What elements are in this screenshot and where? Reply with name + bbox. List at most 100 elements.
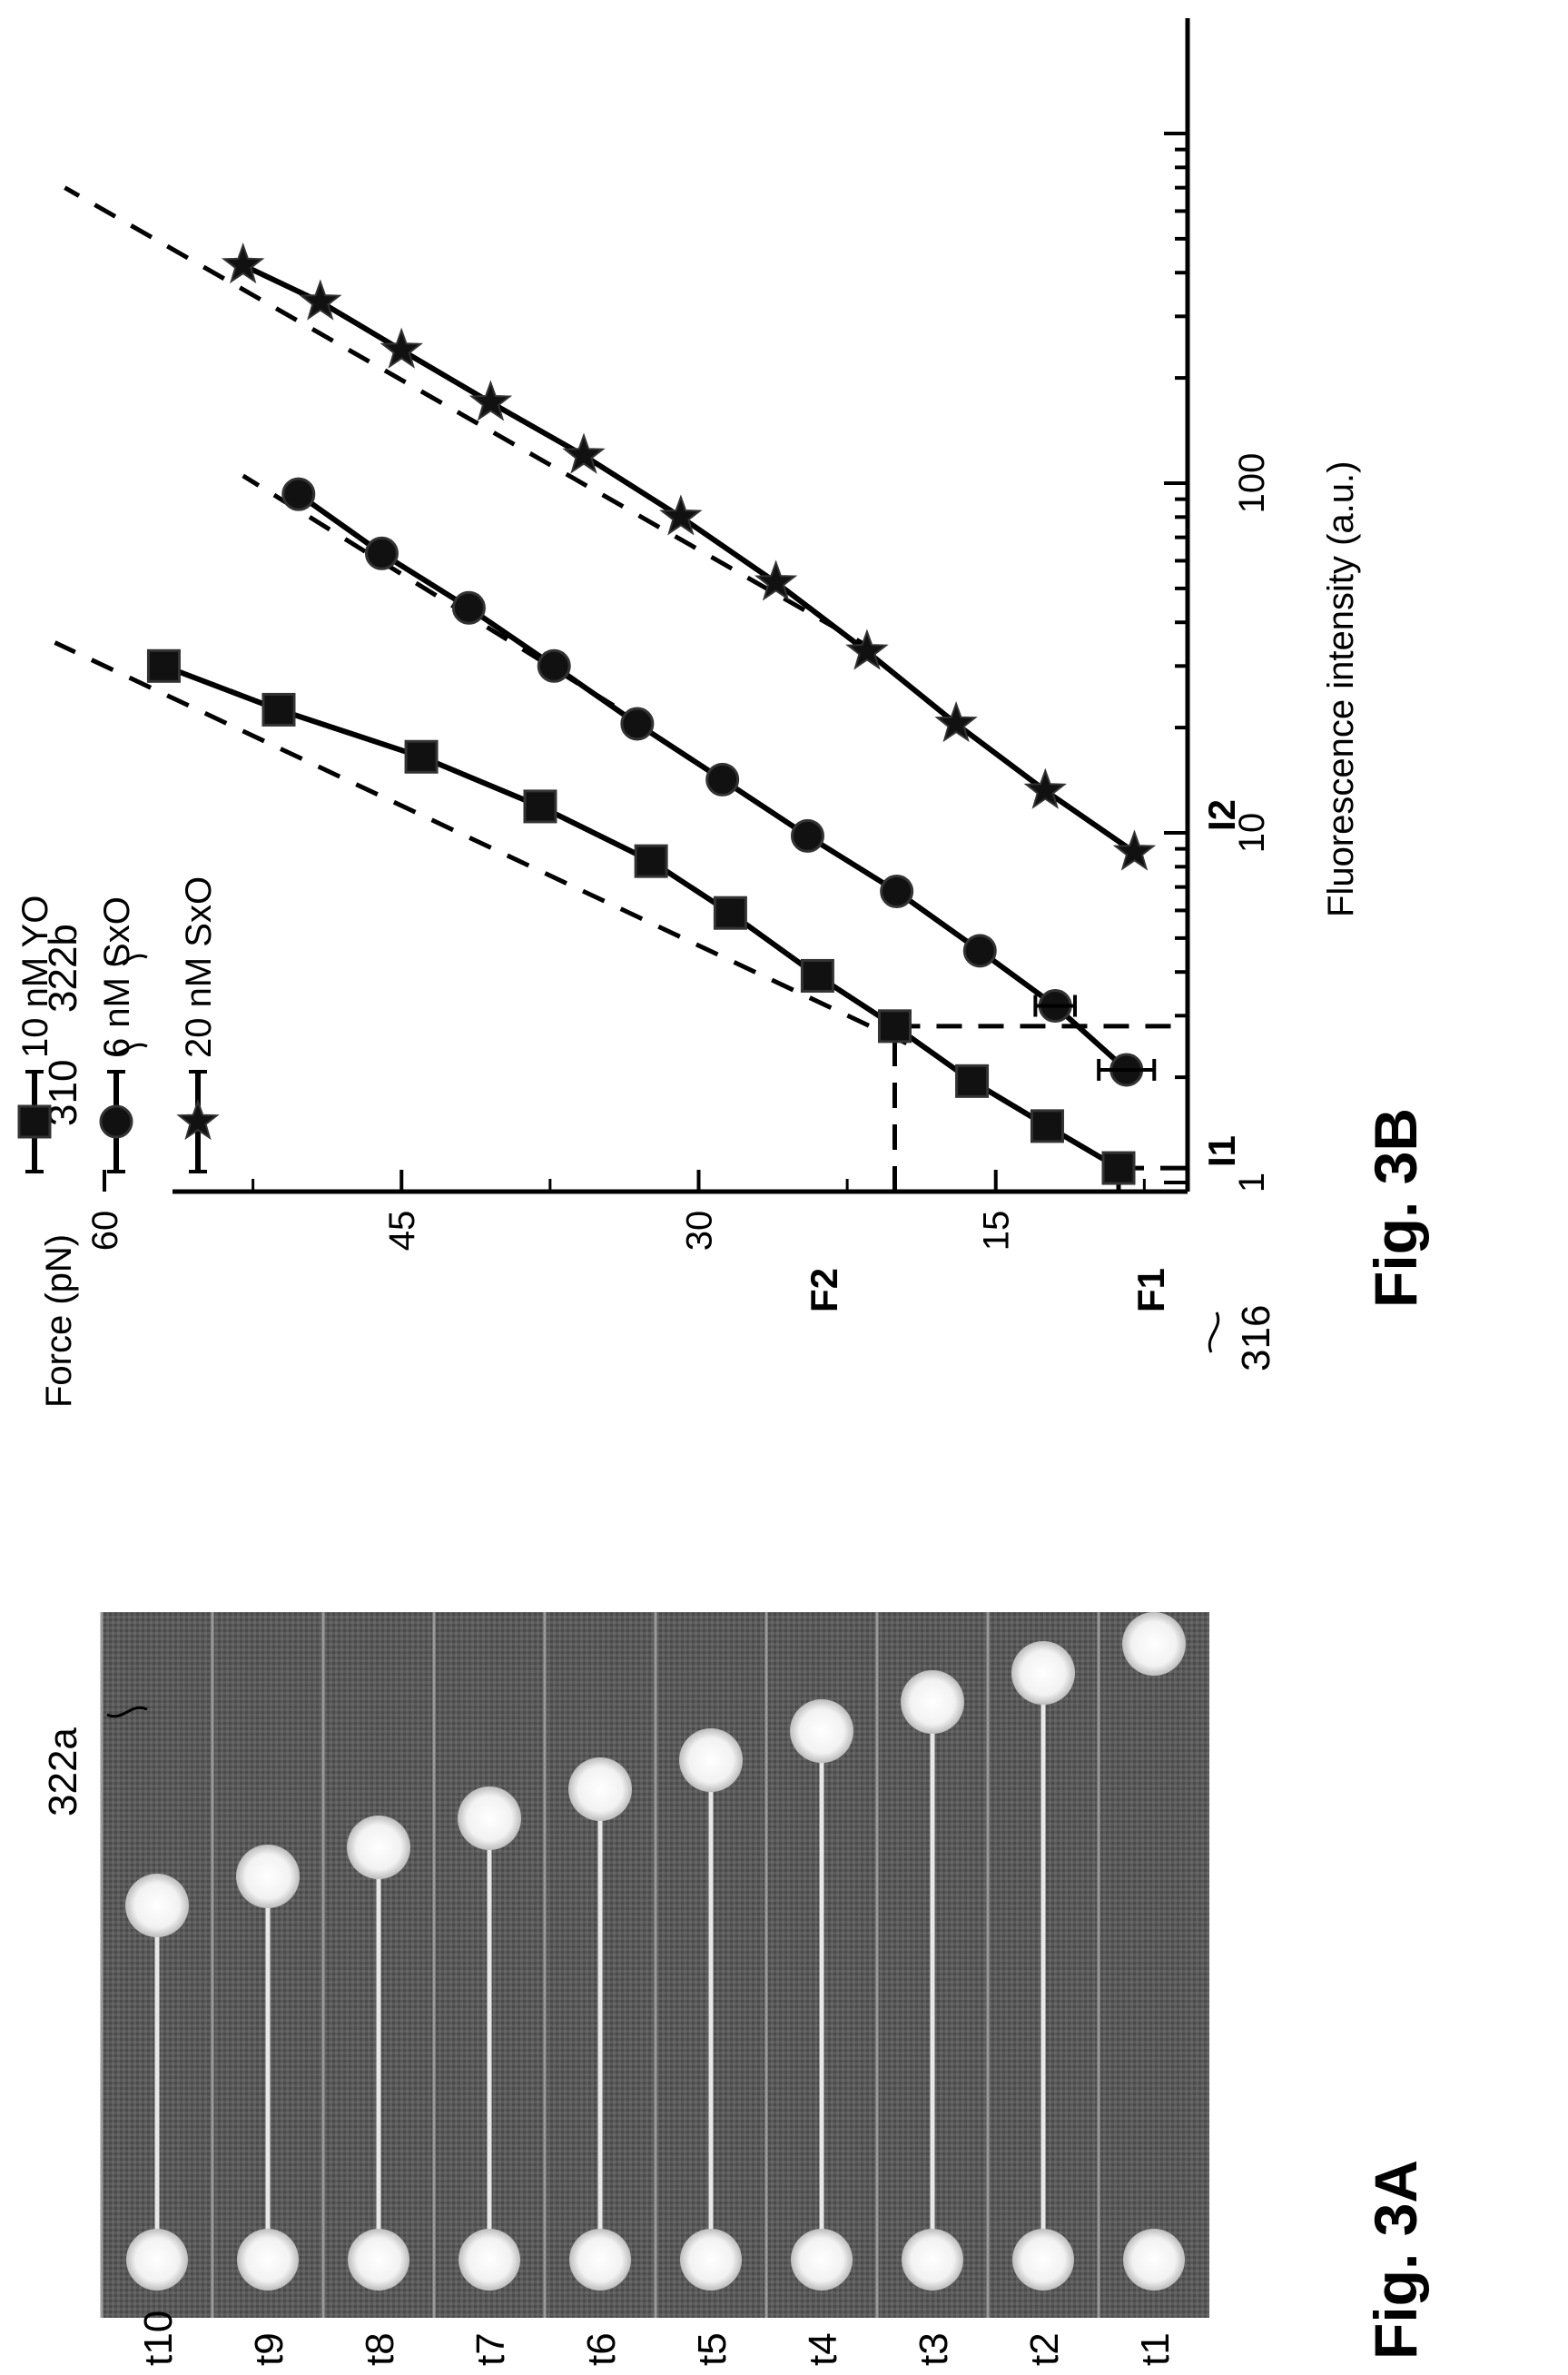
bead-322b xyxy=(901,1670,964,1734)
time-label: t7 xyxy=(468,2332,513,2366)
star-marker xyxy=(221,242,265,284)
bead-322a xyxy=(1123,2229,1185,2291)
x-tick-label: 100 xyxy=(1232,453,1272,514)
f1-label: F1 xyxy=(1129,1268,1172,1312)
star-marker xyxy=(380,327,424,369)
bead-322b xyxy=(125,1874,189,1937)
circle-marker xyxy=(790,818,824,853)
y-axis-label: Force (pN) xyxy=(39,1234,79,1408)
time-labels: t1 t2 t3 t4 t5 t6 t7 t8 t9 t10 xyxy=(136,2311,1178,2366)
x-tick-label: 1 xyxy=(1232,1173,1272,1192)
star-marker xyxy=(845,628,889,670)
fit-lines xyxy=(54,185,908,1046)
time-label: t5 xyxy=(690,2332,735,2366)
bead-322b xyxy=(679,1728,743,1792)
bead-322a xyxy=(902,2229,963,2291)
star-marker xyxy=(1023,767,1068,809)
label-316: 316 xyxy=(1234,1305,1278,1371)
series-circle xyxy=(281,477,1144,1087)
circle-marker xyxy=(537,648,571,683)
bead-322b xyxy=(568,1757,632,1821)
i2-label: I2 xyxy=(1200,799,1243,831)
legend-label: 10 nM YO xyxy=(15,896,55,1058)
fig-3b-panel: 1 10 100 15 30 45 60 Fluorescence intensity (… xyxy=(15,18,1429,1408)
time-label: t10 xyxy=(136,2311,181,2366)
circle-marker xyxy=(620,707,655,741)
bead-322a xyxy=(126,2229,188,2291)
legend: 10 nM YO 6 nM SxO 20 nM SxO xyxy=(15,876,220,1173)
fit-line xyxy=(64,185,879,654)
x-axis-ticks: 1 10 100 xyxy=(1164,132,1272,1192)
time-label: t6 xyxy=(579,2332,624,2366)
leader-322b xyxy=(106,954,148,966)
time-label: t9 xyxy=(247,2332,291,2366)
square-marker xyxy=(523,789,557,824)
bead-322b xyxy=(1011,1641,1075,1705)
square-marker xyxy=(261,692,296,727)
label-322a: 322a xyxy=(41,1727,85,1816)
bead-322b xyxy=(236,1845,300,1908)
circle-marker xyxy=(880,874,914,908)
bead-322a xyxy=(237,2229,299,2291)
star-marker xyxy=(176,1099,220,1141)
label-322b: 322b xyxy=(41,924,85,1013)
bead-322b xyxy=(1122,1612,1186,1676)
bead-322a xyxy=(680,2229,742,2291)
leader-322a xyxy=(106,1706,148,1718)
legend-label: 20 nM SxO xyxy=(179,876,219,1058)
square-marker xyxy=(713,896,747,930)
time-label: t2 xyxy=(1022,2332,1067,2366)
square-marker xyxy=(955,1064,990,1098)
error-bars xyxy=(1033,995,1157,1081)
square-marker xyxy=(1030,1109,1064,1143)
square-marker xyxy=(877,1009,912,1044)
circle-marker xyxy=(99,1104,133,1139)
kymograph-lanes xyxy=(100,1612,1186,2318)
y-tick-label: 30 xyxy=(679,1211,719,1252)
star-marker xyxy=(562,432,606,474)
legend-label: 6 nM SxO xyxy=(97,896,137,1058)
square-marker xyxy=(404,739,439,774)
star-marker xyxy=(754,559,798,601)
circle-marker xyxy=(962,934,997,968)
data-series xyxy=(146,242,1157,1185)
x-tick-label: 10 xyxy=(1232,813,1272,854)
circle-marker xyxy=(364,536,399,570)
fig-3b-caption: Fig. 3B xyxy=(1362,1108,1429,1308)
i1-label: I1 xyxy=(1200,1135,1243,1167)
bead-322a xyxy=(1012,2229,1074,2291)
bead-322b xyxy=(790,1699,853,1763)
bead-322a xyxy=(348,2229,409,2291)
square-marker xyxy=(17,1104,52,1139)
bead-322a xyxy=(569,2229,631,2291)
x-axis-label: Fluorescence intensity (a.u.) xyxy=(1321,461,1361,917)
star-marker xyxy=(659,494,703,536)
circle-marker xyxy=(281,477,316,511)
bead-322b xyxy=(347,1816,410,1879)
y-tick-label: 60 xyxy=(85,1211,125,1252)
legend-item: 20 nM SxO xyxy=(176,876,220,1173)
time-label: t8 xyxy=(358,2332,402,2366)
y-tick-label: 15 xyxy=(977,1211,1017,1252)
bead-322a xyxy=(459,2229,520,2291)
bead-322a xyxy=(791,2229,853,2291)
bead-322b xyxy=(458,1786,521,1850)
f2-label: F2 xyxy=(803,1268,845,1312)
square-marker xyxy=(146,648,181,683)
legend-item: 10 nM YO xyxy=(15,896,55,1173)
series-square xyxy=(146,648,1136,1185)
square-marker xyxy=(1101,1151,1136,1185)
legend-item: 6 nM SxO xyxy=(97,896,137,1173)
fit-line xyxy=(54,640,908,1046)
series-star xyxy=(221,242,1157,871)
square-marker xyxy=(634,844,668,878)
circle-marker xyxy=(451,590,486,625)
time-label: t1 xyxy=(1133,2332,1178,2366)
star-marker xyxy=(934,701,978,743)
time-label: t4 xyxy=(801,2332,845,2366)
star-marker xyxy=(468,380,513,421)
star-marker xyxy=(299,279,342,321)
circle-marker xyxy=(705,762,740,797)
